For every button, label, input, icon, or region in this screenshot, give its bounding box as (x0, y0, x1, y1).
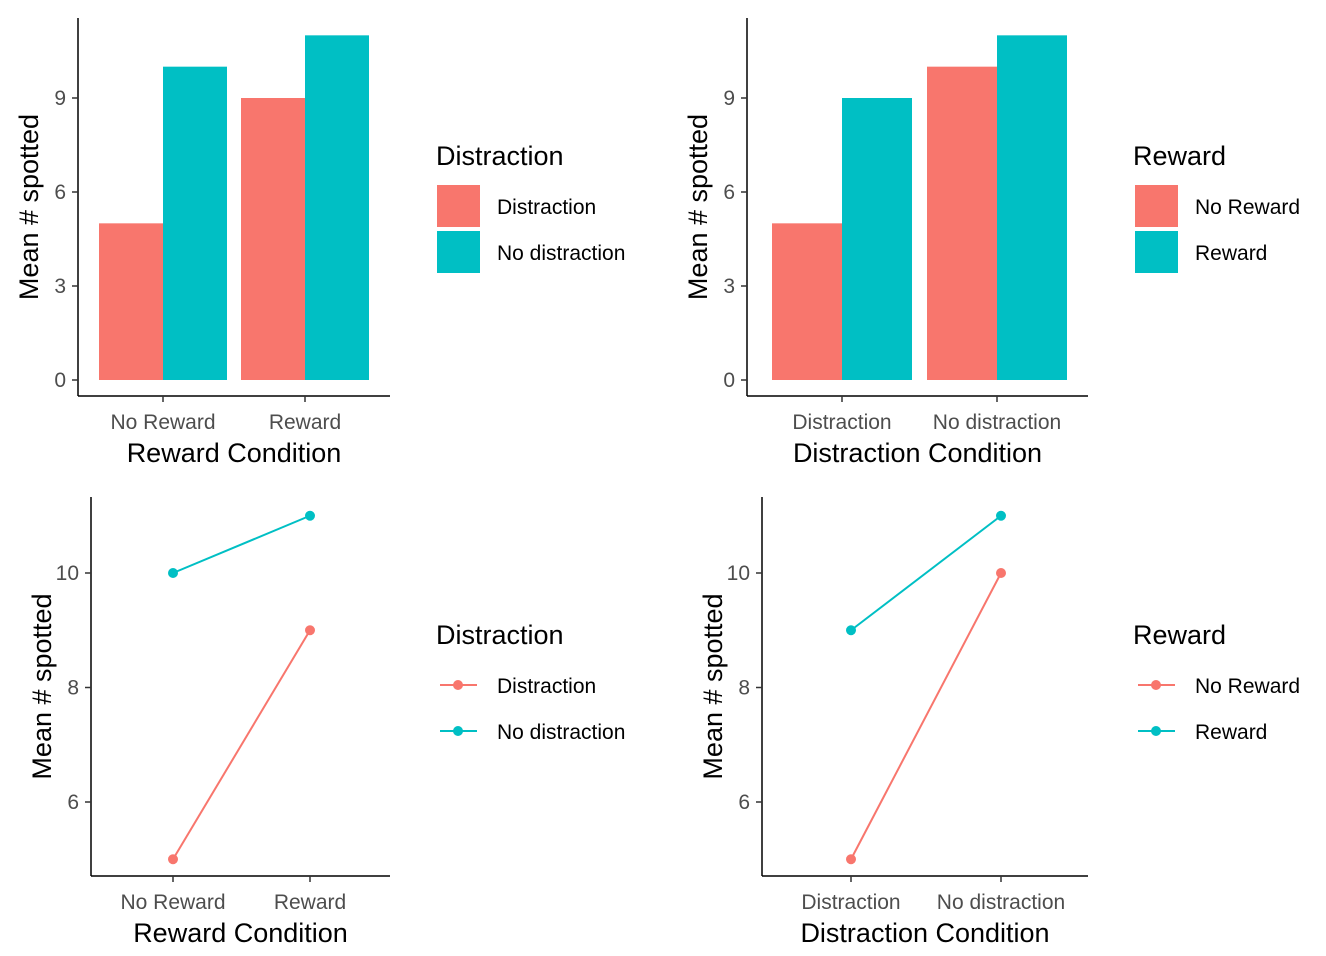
data-point-no-distraction-reward (305, 510, 315, 521)
legend-label: No Reward (1195, 675, 1300, 698)
x-tick-label: Distraction (801, 891, 900, 914)
legend: Reward No Reward Reward (1133, 141, 1300, 273)
y-axis-title: Mean # spotted (27, 593, 57, 779)
x-tick-label: No Reward (120, 891, 225, 914)
legend-label: No distraction (497, 242, 625, 265)
series-line-no-reward (850, 572, 1002, 860)
legend-label: No distraction (497, 721, 625, 744)
chart-panel-2: 0 3 6 9 Distraction No distraction Distraction… (683, 18, 1300, 468)
y-tick-label: 9 (54, 87, 66, 110)
bar-no-reward-no-distraction (927, 66, 997, 381)
legend: Distraction Distraction No distraction (436, 141, 625, 273)
series-line-reward (850, 514, 1002, 632)
y-tick-label: 6 (738, 791, 750, 814)
bar-reward-distraction (842, 98, 912, 380)
data-point-distraction-reward (305, 625, 315, 636)
legend-label: Reward (1195, 242, 1267, 265)
legend-title: Distraction (436, 141, 564, 171)
legend-key-swatch (437, 231, 480, 273)
y-tick-label: 6 (54, 181, 66, 204)
data-point-no-reward-distraction (846, 854, 856, 865)
x-tick-label: No Reward (110, 411, 215, 434)
legend-key-point (453, 726, 463, 736)
bar-no-distraction-no-reward (163, 66, 227, 381)
y-tick-label: 8 (738, 677, 750, 700)
bar-distraction-reward (241, 98, 305, 380)
data-point-distraction-no-reward (168, 854, 178, 865)
data-point-no-reward-no-distraction (996, 568, 1006, 578)
y-tick-label: 3 (723, 275, 735, 298)
chart-panel-1: 0 3 6 9 No Reward Reward Reward Condition Mean … (14, 18, 625, 468)
series-line-distraction (172, 629, 311, 860)
legend-key-point (1151, 680, 1161, 690)
legend: Reward No Reward Reward (1133, 620, 1300, 744)
y-tick-label: 9 (723, 87, 735, 110)
x-tick-label: No distraction (933, 411, 1061, 434)
legend-title: Distraction (436, 620, 564, 650)
bar-distraction-no-reward (99, 223, 163, 380)
y-axis-title: Mean # spotted (14, 114, 44, 300)
legend-title: Reward (1133, 620, 1226, 650)
y-tick-label: 0 (54, 369, 66, 392)
legend-key-swatch (437, 185, 480, 227)
legend-key-point (1151, 726, 1161, 736)
legend-key-point (453, 680, 463, 690)
y-tick-label: 8 (67, 677, 79, 700)
legend-key-swatch (1135, 185, 1178, 227)
legend-label: No Reward (1195, 196, 1300, 219)
x-tick-label: Distraction (792, 411, 891, 434)
x-axis-title: Distraction Condition (793, 438, 1042, 468)
data-point-reward-no-distraction (996, 510, 1006, 521)
x-tick-label: Reward (269, 411, 341, 434)
legend-label: Distraction (497, 196, 596, 219)
legend-label: Reward (1195, 721, 1267, 744)
y-axis-title: Mean # spotted (698, 593, 728, 779)
x-axis-title: Distraction Condition (800, 918, 1049, 948)
bar-no-distraction-reward (305, 35, 369, 380)
y-tick-label: 6 (67, 791, 79, 814)
x-tick-label: Reward (274, 891, 346, 914)
x-axis-title: Reward Condition (127, 438, 342, 468)
chart-panel-4: 6 8 10 Distraction No distraction Distraction… (698, 497, 1300, 948)
x-axis-title: Reward Condition (133, 918, 348, 948)
y-tick-label: 10 (727, 562, 750, 585)
series-line-no-distraction (172, 514, 311, 574)
legend: Distraction Distraction No distraction (436, 620, 625, 744)
bar-no-reward-distraction (772, 223, 842, 380)
bar-reward-no-distraction (997, 35, 1067, 380)
y-axis-title: Mean # spotted (683, 114, 713, 300)
data-point-reward-distraction (846, 625, 856, 636)
y-tick-label: 3 (54, 275, 66, 298)
legend-label: Distraction (497, 675, 596, 698)
legend-key-swatch (1135, 231, 1178, 273)
y-tick-label: 10 (56, 562, 79, 585)
data-point-no-distraction-no-reward (168, 568, 178, 578)
chart-panel-3: 6 8 10 No Reward Reward Reward Condition Mean … (27, 497, 625, 948)
x-tick-label: No distraction (937, 891, 1065, 914)
y-tick-label: 6 (723, 181, 735, 204)
y-tick-label: 0 (723, 369, 735, 392)
legend-title: Reward (1133, 141, 1226, 171)
